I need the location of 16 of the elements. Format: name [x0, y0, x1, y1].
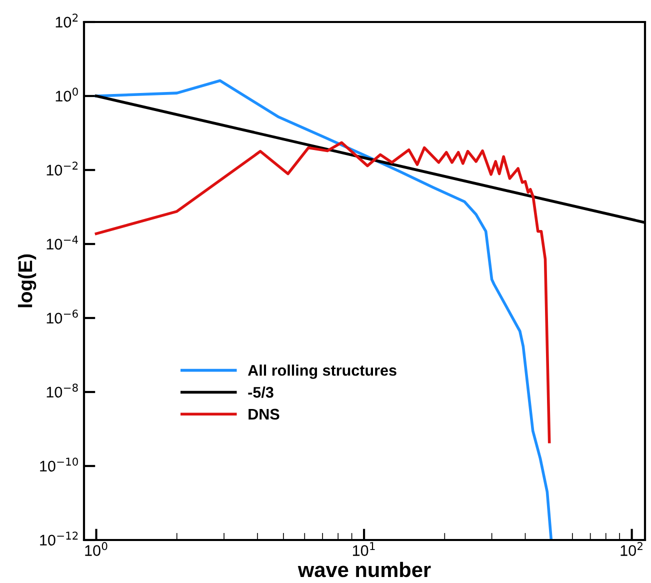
legend-label: -5/3	[248, 386, 274, 398]
x-tick-label: 10$^{0}$	[85, 542, 108, 556]
y-tick-label: 10$^{−8}$	[46, 384, 78, 398]
y-tick-label: 10$^{−4}$	[46, 236, 78, 250]
y-tick-label: 10$^{−6}$	[46, 310, 78, 324]
y-tick-label: 10$^{0}$	[56, 88, 78, 102]
x-tick-label: 10$^{1}$	[352, 542, 375, 556]
x-axis-title: wave number	[298, 562, 431, 578]
y-tick-label: 10$^{−12}$	[40, 532, 78, 546]
y-tick-label: 10$^{−10}$	[40, 458, 78, 472]
y-axis-title: log(E)	[18, 254, 36, 308]
y-tick-label: 10$^{2}$	[56, 14, 78, 28]
legend-label: All rolling structures	[248, 364, 396, 379]
x-tick-label: 10$^{2}$	[620, 542, 642, 556]
legend-label: DNS	[248, 408, 280, 420]
y-tick-label: 10$^{−2}$	[46, 162, 78, 176]
